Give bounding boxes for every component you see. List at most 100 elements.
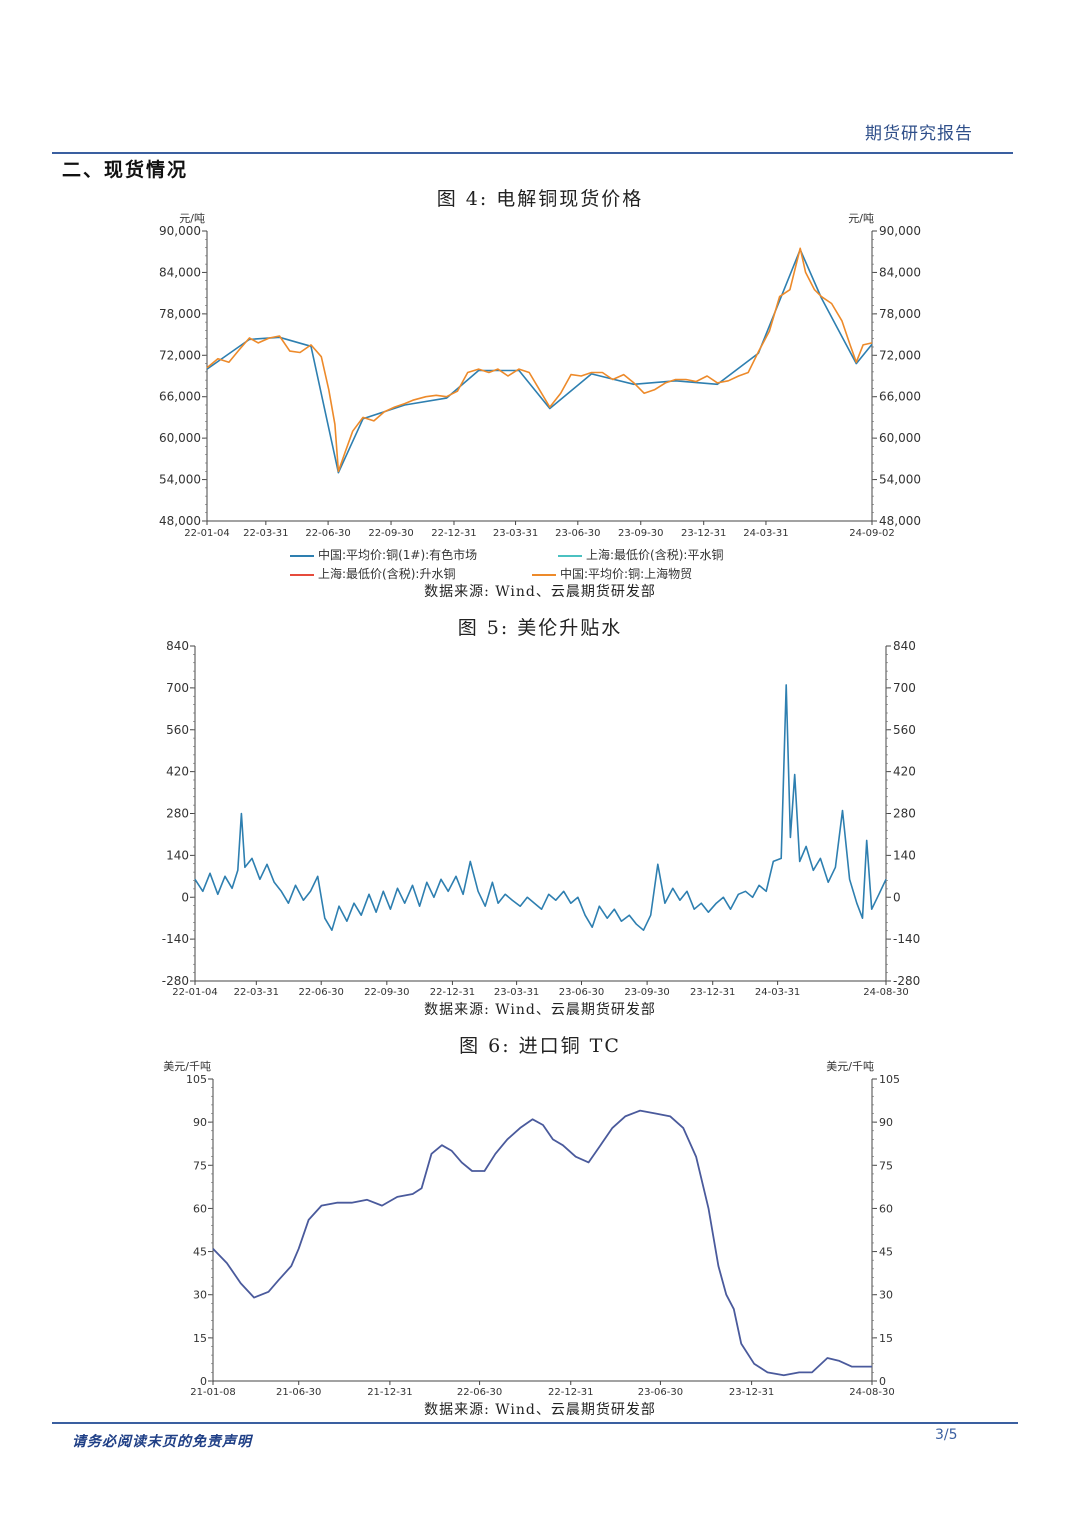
- y-tick-label-right: 66,000: [879, 390, 921, 404]
- y-tick-label-right: 140: [893, 848, 916, 862]
- series-line: [206, 247, 873, 473]
- x-tick-label: 23-09-30: [618, 528, 663, 539]
- y-unit-left: 元/吨: [179, 212, 205, 225]
- x-tick-label: 24-03-31: [755, 987, 800, 998]
- legend-swatch: [558, 554, 582, 557]
- y-tick-label-right: 90,000: [879, 224, 921, 238]
- y-tick-label-left: 48,000: [159, 514, 201, 528]
- x-tick-label: 24-03-31: [743, 528, 788, 539]
- y-tick-label-right: 840: [893, 639, 916, 653]
- legend-label: 上海:最低价(含税):平水铜: [586, 548, 724, 562]
- legend-label: 中国:平均价:铜:上海物贸: [560, 567, 693, 581]
- legend-label: 中国:平均价:铜(1#):有色市场: [318, 548, 478, 562]
- y-tick-label-right: 84,000: [879, 265, 921, 279]
- page-number: 3/5: [935, 1427, 958, 1443]
- y-unit-right: 美元/千吨: [826, 1060, 874, 1073]
- legend-item-youse: 中国:平均价:铜(1#):有色市场: [290, 546, 477, 563]
- y-tick-label-left: 78,000: [159, 307, 201, 321]
- y-tick-label-left: 90: [193, 1116, 207, 1129]
- y-tick-label-right: 560: [893, 723, 916, 737]
- x-tick-label: 22-09-30: [364, 987, 409, 998]
- y-tick-label-left: 66,000: [159, 390, 201, 404]
- x-tick-label: 22-12-31: [430, 987, 475, 998]
- x-tick-label: 21-12-31: [367, 1387, 412, 1398]
- y-unit-left: 美元/千吨: [163, 1060, 211, 1073]
- y-unit-right: 元/吨: [848, 212, 874, 225]
- y-tick-label-right: 420: [893, 765, 916, 779]
- header-divider: [52, 152, 1013, 154]
- y-tick-label-right: 0: [879, 1375, 886, 1388]
- x-tick-label: 23-12-31: [690, 987, 735, 998]
- x-tick-label: 22-03-31: [234, 987, 279, 998]
- legend-swatch: [532, 573, 556, 576]
- y-tick-label-left: 75: [193, 1159, 207, 1172]
- y-tick-label-right: 700: [893, 681, 916, 695]
- y-tick-label-right: 0: [893, 890, 901, 904]
- y-tick-label-left: -140: [162, 932, 189, 946]
- y-tick-label-left: 0: [200, 1375, 207, 1388]
- lme-premium-chart: -280 -280 -140 -140 0 0 140 140 280 280 420 420 560 5…: [162, 639, 920, 998]
- x-tick-label: 23-06-30: [559, 987, 604, 998]
- y-tick-label-right: 90: [879, 1116, 893, 1129]
- y-tick-label-left: 84,000: [159, 265, 201, 279]
- y-tick-label-left: 560: [166, 723, 189, 737]
- series-line: [206, 248, 873, 474]
- x-tick-label: 22-01-04: [172, 987, 217, 998]
- y-tick-label-right: 30: [879, 1289, 893, 1302]
- x-tick-label: 21-06-30: [276, 1387, 321, 1398]
- y-tick-label-right: 15: [879, 1332, 893, 1345]
- y-tick-label-left: 90,000: [159, 224, 201, 238]
- y-tick-label-left: 60,000: [159, 431, 201, 445]
- x-tick-label: 22-12-31: [431, 528, 476, 539]
- x-tick-label: 24-08-30: [863, 987, 908, 998]
- series-line: [212, 1109, 872, 1377]
- y-tick-label-right: 280: [893, 807, 916, 821]
- legend-item-wumao: 中国:平均价:铜:上海物贸: [532, 565, 692, 582]
- x-tick-label: 22-01-04: [184, 528, 229, 539]
- figure-4-title: 图 4: 电解铜现货价格: [436, 188, 644, 210]
- report-type-label: 期货研究报告: [865, 124, 973, 144]
- y-tick-label-left: 45: [193, 1246, 207, 1259]
- legend-swatch: [290, 573, 314, 576]
- y-tick-label-right: -140: [893, 932, 920, 946]
- y-tick-label-right: 54,000: [879, 473, 921, 487]
- y-tick-label-right: 105: [879, 1073, 900, 1086]
- y-tick-label-left: 15: [193, 1332, 207, 1345]
- x-tick-label: 23-06-30: [555, 528, 600, 539]
- figure-5-title: 图 5: 美伦升贴水: [457, 617, 623, 639]
- y-tick-label-left: 420: [166, 765, 189, 779]
- import-copper-tc-chart: 0 0 15 15 30 30 45 45 60 60 75 75 90 90 105 105 21-01-08…: [163, 1060, 900, 1398]
- x-tick-label: 22-03-31: [243, 528, 288, 539]
- y-tick-label-right: 75: [879, 1159, 893, 1172]
- x-tick-label: 23-03-31: [493, 528, 538, 539]
- y-tick-label-left: 700: [166, 681, 189, 695]
- x-tick-label: 24-08-30: [849, 1387, 894, 1398]
- figure-4-source: 数据来源: Wind、云晨期货研发部: [424, 584, 656, 600]
- y-tick-label-right: 60,000: [879, 431, 921, 445]
- y-tick-label-left: 280: [166, 807, 189, 821]
- y-tick-label-left: 72,000: [159, 348, 201, 362]
- y-tick-label-right: 48,000: [879, 514, 921, 528]
- y-tick-label-left: 0: [181, 890, 189, 904]
- x-tick-label: 23-09-30: [624, 987, 669, 998]
- figure-5-source: 数据来源: Wind、云晨期货研发部: [424, 1002, 656, 1018]
- footer-divider: [52, 1422, 1018, 1424]
- legend-item-shengshui: 上海:最低价(含税):升水铜: [290, 565, 455, 582]
- y-tick-label-right: 45: [879, 1246, 893, 1259]
- y-tick-label-right: 72,000: [879, 348, 921, 362]
- x-tick-label: 23-12-31: [681, 528, 726, 539]
- y-tick-label-left: -280: [162, 974, 189, 988]
- series-line: [194, 684, 887, 932]
- disclaimer-note: 请务必阅读末页的免责声明: [72, 1434, 252, 1450]
- y-tick-label-left: 60: [193, 1202, 207, 1215]
- x-tick-label: 22-06-30: [299, 987, 344, 998]
- x-tick-label: 23-03-31: [494, 987, 539, 998]
- y-tick-label-left: 140: [166, 848, 189, 862]
- x-tick-label: 22-06-30: [305, 528, 350, 539]
- section-title: 二、现货情况: [62, 159, 189, 181]
- y-tick-label-right: 78,000: [879, 307, 921, 321]
- y-tick-label-left: 840: [166, 639, 189, 653]
- y-tick-label-left: 54,000: [159, 473, 201, 487]
- y-tick-label-left: 30: [193, 1289, 207, 1302]
- x-tick-label: 23-12-31: [729, 1387, 774, 1398]
